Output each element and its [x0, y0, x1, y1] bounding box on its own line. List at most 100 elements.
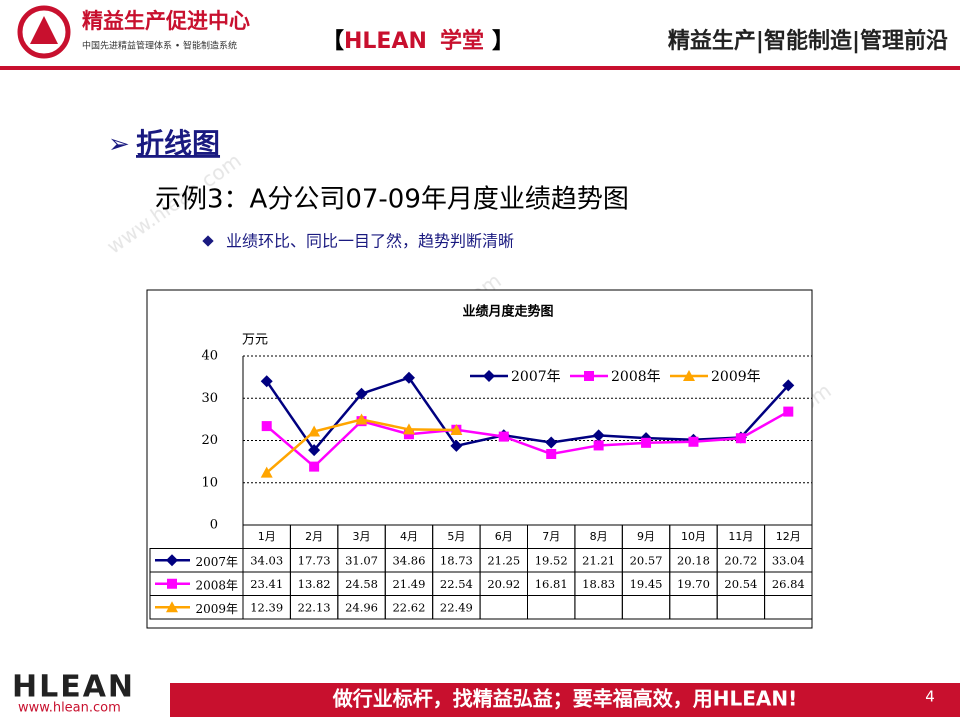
table-value: 19.52 — [535, 553, 568, 567]
table-value: 20.57 — [630, 553, 663, 567]
y-tick-label: 10 — [201, 475, 218, 490]
point — [450, 439, 463, 452]
x-tick-label: 2月 — [305, 530, 323, 543]
table-value: 21.49 — [392, 577, 425, 591]
point — [308, 444, 321, 457]
point — [641, 437, 652, 448]
x-tick-label: 5月 — [447, 530, 465, 543]
table-value: 23.41 — [250, 577, 283, 591]
table-series-name: 2009年 — [195, 602, 238, 616]
legend-label: 2007年 — [511, 369, 561, 385]
table-value: 22.49 — [440, 600, 473, 614]
table-value: 20.18 — [677, 553, 710, 567]
table-value: 20.72 — [724, 553, 757, 567]
point — [355, 387, 368, 400]
y-axis-label: 万元 — [242, 333, 268, 348]
heading: 折线图 — [136, 127, 220, 160]
table-value: 19.45 — [630, 577, 663, 591]
logo-subtitle: 中国先进精益管理体系 • 智能制造系统 — [82, 40, 237, 52]
point — [309, 461, 320, 472]
brand-school: 学堂 — [440, 28, 484, 54]
point — [498, 431, 509, 442]
subheading: 示例3：A分公司07-09年月度业绩趋势图 — [155, 185, 629, 215]
table-value: 16.81 — [535, 577, 568, 591]
legend-marker — [483, 370, 495, 382]
footer-bar — [170, 683, 960, 717]
point — [260, 375, 273, 388]
table-series-name: 2008年 — [195, 578, 238, 592]
x-tick-label: 10月 — [681, 530, 706, 543]
page-number: 4 — [925, 688, 935, 706]
series-line — [265, 410, 789, 469]
table-value: 26.84 — [772, 577, 805, 591]
header-rule — [0, 66, 960, 70]
y-tick-label: 0 — [210, 518, 218, 533]
point — [260, 466, 273, 478]
bullet-icon — [202, 235, 214, 247]
point — [783, 406, 794, 417]
x-tick-label: 9月 — [637, 530, 655, 543]
y-tick-label: 30 — [201, 391, 218, 406]
table-value: 22.13 — [298, 600, 331, 614]
logo-title: 精益生产促进中心 — [82, 9, 250, 33]
table-key-marker — [166, 554, 178, 567]
brand: HLEAN — [344, 29, 427, 54]
table-cell — [764, 595, 813, 620]
logo-mark — [30, 16, 58, 44]
series-line — [265, 376, 790, 453]
table-value: 31.07 — [345, 553, 378, 567]
point — [546, 448, 557, 459]
x-tick-label: 6月 — [495, 530, 513, 543]
heading-arrow: ➢ — [108, 130, 130, 160]
point — [735, 433, 746, 444]
footer-url: www.hlean.com — [18, 701, 121, 716]
point — [545, 436, 558, 449]
bullet: 业绩环比、同比一目了然，趋势判断清晰 — [226, 232, 514, 251]
footer-brand: HLEAN — [12, 670, 135, 705]
point — [688, 436, 699, 447]
table-value: 21.25 — [487, 553, 520, 567]
legend-marker — [683, 370, 695, 381]
table-value: 22.62 — [392, 600, 425, 614]
table-value: 20.92 — [487, 577, 520, 591]
point — [308, 425, 321, 437]
y-tick-label: 20 — [201, 433, 218, 448]
brand-bracket: 【 — [322, 29, 344, 54]
brand-bracket: 】 — [492, 29, 514, 54]
point — [402, 371, 415, 384]
point — [402, 423, 415, 435]
footer-motto: 做行业标杆，找精益弘益；要幸福高效，用HLEAN! — [332, 687, 797, 711]
x-tick-label: 8月 — [590, 530, 608, 543]
table-value: 18.83 — [582, 577, 615, 591]
table-series-name: 2007年 — [195, 555, 238, 569]
table-value: 24.96 — [345, 600, 378, 614]
table-value: 21.21 — [582, 553, 615, 567]
table-value: 20.54 — [724, 577, 757, 591]
point — [782, 379, 795, 392]
x-tick-label: 11月 — [728, 530, 753, 543]
slogan: 精益生产|智能制造|管理前沿 — [668, 28, 948, 54]
table-value: 33.04 — [772, 553, 805, 567]
table-value: 34.03 — [250, 553, 283, 567]
table-value: 12.39 — [250, 600, 283, 614]
chart-title: 业绩月度走势图 — [462, 304, 553, 320]
x-tick-label: 3月 — [353, 530, 371, 543]
table-value: 19.70 — [677, 577, 710, 591]
x-tick-label: 12月 — [776, 530, 801, 543]
table-value: 22.54 — [440, 577, 473, 591]
y-tick-label: 40 — [201, 349, 218, 364]
table-key-marker — [167, 578, 177, 589]
point — [592, 429, 605, 442]
point — [355, 413, 368, 425]
point — [450, 423, 463, 435]
table-value: 24.58 — [345, 577, 378, 591]
table-value: 34.86 — [392, 553, 425, 567]
legend-label: 2008年 — [611, 369, 661, 385]
legend-label: 2009年 — [711, 369, 761, 385]
point — [593, 440, 604, 451]
x-tick-label: 1月 — [258, 530, 276, 543]
table-value: 18.73 — [440, 553, 473, 567]
